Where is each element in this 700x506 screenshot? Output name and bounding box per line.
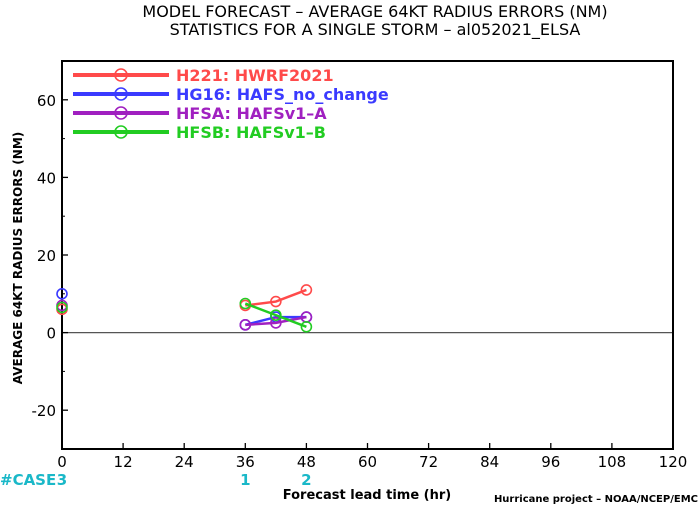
x-tick-label: 24 <box>175 453 194 471</box>
series-h221 <box>56 284 313 316</box>
x-tick-label: 120 <box>659 453 688 471</box>
plot-frame <box>61 60 674 450</box>
legend-label: H221: HWRF2021 <box>176 66 334 85</box>
x-tick-label: 108 <box>598 453 627 471</box>
x-tick-label: 36 <box>236 453 255 471</box>
chart-subtitle: STATISTICS FOR A SINGLE STORM – al052021… <box>170 20 581 40</box>
x-axis-label: Forecast lead time (hr) <box>283 488 451 503</box>
data-point <box>56 287 68 300</box>
footer-credit: Hurricane project – NOAA/NCEP/EMC <box>494 494 698 505</box>
x-tick-label: 60 <box>358 453 377 471</box>
legend-swatch-marker <box>114 125 128 139</box>
legend-entry: H221: HWRF2021 <box>73 66 334 85</box>
x-tick-label: 96 <box>541 453 560 471</box>
data-point <box>239 319 252 331</box>
data-point <box>270 309 282 321</box>
legend-label: HFSA: HAFSv1–A <box>176 104 327 123</box>
series-line <box>245 288 307 307</box>
y-tick-label: 60 <box>37 92 56 110</box>
case-count-value: 3 <box>57 471 67 489</box>
legend-swatch-marker <box>114 68 128 82</box>
legend-entry: HFSA: HAFSv1–A <box>73 104 327 123</box>
legend-label: HG16: HAFS_no_change <box>176 85 389 104</box>
legend-swatch-marker <box>114 106 128 120</box>
legend-label: HFSB: HAFSv1–B <box>176 123 326 142</box>
chart-title: MODEL FORECAST – AVERAGE 64KT RADIUS ERR… <box>142 2 607 21</box>
x-tick-label: 12 <box>114 453 133 471</box>
legend-entry: HFSB: HAFSv1–B <box>73 123 326 142</box>
legend-entry: HG16: HAFS_no_change <box>73 85 389 104</box>
case-count-value: 2 <box>301 471 311 489</box>
x-tick-label: 72 <box>419 453 438 471</box>
series-line <box>244 302 307 328</box>
y-tick-label: 20 <box>37 247 56 265</box>
data-point <box>239 297 252 310</box>
case-count-value: 1 <box>240 471 250 489</box>
y-tick-label: -20 <box>32 402 57 420</box>
series-hfsb <box>56 297 313 333</box>
data-point <box>56 301 68 314</box>
data-point <box>270 317 282 329</box>
y-tick-label: 0 <box>46 325 56 343</box>
x-tick-label: 0 <box>57 453 67 471</box>
data-point <box>300 320 313 333</box>
legend-swatch-marker <box>114 87 128 101</box>
x-tick-label: 48 <box>297 453 316 471</box>
data-point <box>270 295 282 308</box>
series-line <box>244 315 307 327</box>
data-point <box>300 284 313 296</box>
series-line <box>245 315 307 327</box>
case-count-label: #CASE <box>0 471 56 489</box>
y-tick-label: 40 <box>37 169 56 187</box>
x-tick-label: 84 <box>480 453 499 471</box>
y-axis-label: AVERAGE 64KT RADIUS ERRORS (NM) <box>11 132 25 384</box>
